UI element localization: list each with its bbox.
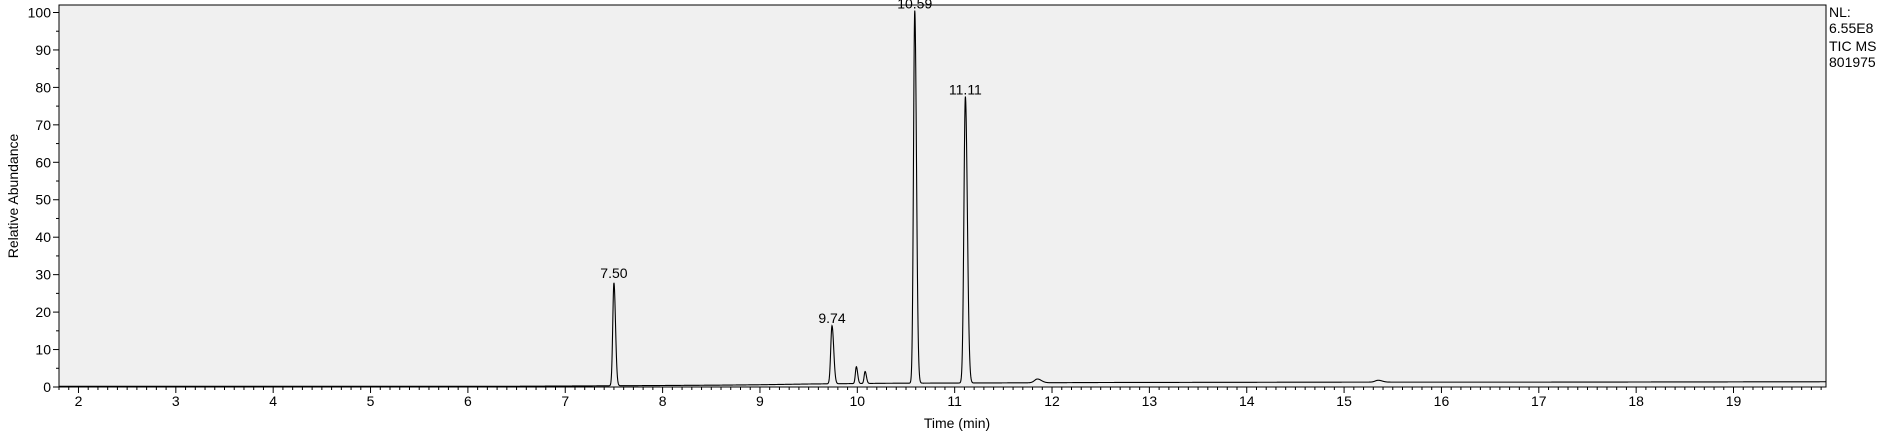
- x-tick-label: 6: [464, 393, 472, 409]
- y-tick-label: 80: [35, 79, 51, 95]
- y-axis: 0 10 20 30 40 50 60 70 80 90 100: [28, 4, 59, 395]
- plot-area: [58, 4, 1827, 388]
- x-tick-label: 18: [1628, 393, 1644, 409]
- y-tick-label: 30: [35, 267, 51, 283]
- y-tick-label: 10: [35, 342, 51, 358]
- x-tick-label: 8: [659, 393, 667, 409]
- peak-label: 9.74: [818, 310, 845, 326]
- y-tick-label: 100: [28, 4, 52, 20]
- x-tick-label: 4: [269, 393, 277, 409]
- nl-label: NL:: [1829, 4, 1851, 20]
- x-tick-label: 2: [75, 393, 83, 409]
- scan-filter: TIC MS: [1829, 38, 1877, 54]
- peak-label: 10.59: [897, 0, 932, 11]
- y-tick-label: 0: [43, 379, 51, 395]
- y-tick-label: 50: [35, 192, 51, 208]
- x-tick-label: 16: [1434, 393, 1450, 409]
- nl-value: 6.55E8: [1829, 20, 1874, 36]
- x-tick-label: 9: [756, 393, 764, 409]
- y-tick-label: 20: [35, 304, 51, 320]
- y-tick-label: 60: [35, 154, 51, 170]
- y-tick-label: 40: [35, 229, 51, 245]
- x-tick-label: 10: [850, 393, 866, 409]
- x-tick-label: 19: [1726, 393, 1742, 409]
- x-tick-label: 14: [1239, 393, 1255, 409]
- peak-labels: 7.50 9.74 10.59 11.11: [600, 0, 982, 326]
- x-axis-title: Time (min): [924, 415, 990, 431]
- peak-label: 11.11: [949, 82, 982, 98]
- file-number: 801975: [1829, 54, 1876, 70]
- x-tick-label: 3: [172, 393, 180, 409]
- y-tick-label: 90: [35, 42, 51, 58]
- x-axis: 2 3 4 5 6 7 8 9 10 11 12 13 14 15 16 17 18 19: [58, 387, 1822, 409]
- y-tick-label: 70: [35, 117, 51, 133]
- x-tick-label: 7: [561, 393, 569, 409]
- y-axis-title: Relative Abundance: [5, 134, 21, 259]
- x-tick-label: 17: [1531, 393, 1547, 409]
- nl-annotation: NL: 6.55E8 TIC MS 801975: [1829, 4, 1876, 70]
- x-tick-label: 13: [1142, 393, 1158, 409]
- x-tick-label: 15: [1336, 393, 1352, 409]
- x-tick-label: 12: [1044, 393, 1060, 409]
- peak-label: 7.50: [600, 265, 627, 281]
- x-tick-label: 5: [367, 393, 375, 409]
- x-tick-label: 11: [947, 393, 962, 409]
- tic-trace: [59, 10, 1826, 387]
